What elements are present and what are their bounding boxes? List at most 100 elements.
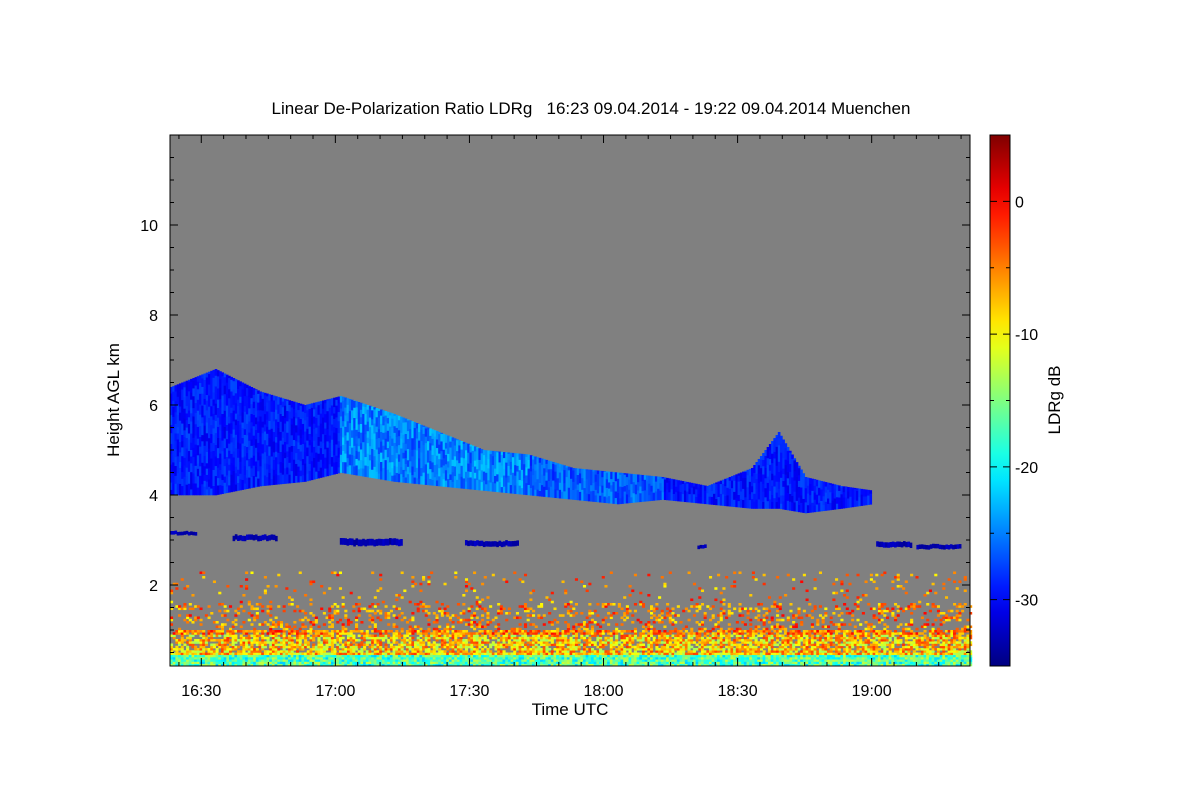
aerosol-cell <box>446 614 450 617</box>
aerosol-cell <box>357 607 361 611</box>
aerosol-cell <box>218 634 222 638</box>
cirrus-cell <box>283 423 287 431</box>
aerosol-cell <box>312 652 316 656</box>
cirrus-cell <box>344 421 347 427</box>
aerosol-cell <box>325 659 329 662</box>
cirrus-cell <box>359 402 363 410</box>
cirrus-cell <box>237 420 240 433</box>
cirrus-cell <box>172 400 175 407</box>
cirrus-cell <box>545 459 549 464</box>
aerosol-cell <box>188 659 192 662</box>
aerosol-cell <box>196 654 200 658</box>
aerosol-cell <box>296 645 300 649</box>
aerosol-cell <box>314 630 318 633</box>
aerosol-cell <box>328 654 332 658</box>
cirrus-cell <box>838 497 841 510</box>
cirrus-cell <box>308 403 312 409</box>
aerosol-cell <box>389 639 393 642</box>
aerosol-cell <box>175 587 179 590</box>
aerosol-cell <box>336 632 340 635</box>
cirrus-cell <box>458 462 461 474</box>
cirrus-cell <box>795 476 799 485</box>
cirrus-cell <box>797 497 801 505</box>
aerosol-cell <box>239 661 243 665</box>
cirrus-cell <box>317 453 321 462</box>
aerosol-cell <box>338 636 343 640</box>
aerosol-cell <box>462 618 466 622</box>
cirrus-cell <box>860 494 864 506</box>
aerosol-cell <box>486 596 490 599</box>
cirrus-cell <box>442 449 446 459</box>
cirrus-cell <box>683 481 687 483</box>
cirrus-cell <box>172 428 175 437</box>
aerosol-cell <box>320 654 324 658</box>
cirrus-cell <box>556 467 560 479</box>
cirrus-cell <box>469 471 473 478</box>
cirrus-cell <box>784 498 788 510</box>
cirrus-cell <box>375 460 379 472</box>
aerosol-cell <box>330 659 334 662</box>
cirrus-cell <box>270 428 274 440</box>
aerosol-cell <box>532 661 536 665</box>
aerosol-cell <box>239 639 243 642</box>
aerosol-cell <box>304 639 308 642</box>
cirrus-cell <box>786 460 790 473</box>
aerosol-cell <box>548 630 552 633</box>
aerosol-cell <box>245 661 249 665</box>
aerosol-cell <box>296 630 300 633</box>
aerosol-cell <box>338 650 343 653</box>
aerosol-cell <box>585 663 589 667</box>
cirrus-cell <box>221 440 225 452</box>
aerosol-cell <box>505 661 509 665</box>
aerosol-cell <box>218 643 222 647</box>
aerosol-cell <box>226 630 230 633</box>
aerosol-cell <box>526 652 530 656</box>
aerosol-cell <box>553 636 557 640</box>
aerosol-cell <box>593 663 597 667</box>
cirrus-cell <box>509 452 513 462</box>
aerosol-cell <box>432 621 436 624</box>
aerosol-cell <box>521 580 525 584</box>
aerosol-cell <box>556 648 560 651</box>
aerosol-cell <box>306 652 310 656</box>
aerosol-cell <box>585 643 589 647</box>
cirrus-cell <box>330 450 334 458</box>
aerosol-cell <box>255 663 259 667</box>
aerosol-cell <box>478 600 482 604</box>
aerosol-cell <box>344 641 348 644</box>
aerosol-cell <box>470 616 474 620</box>
cirrus-cell <box>216 457 220 468</box>
cirrus-cell <box>326 447 330 458</box>
aerosol-cell <box>349 659 353 662</box>
aerosol-cell <box>312 657 316 660</box>
aerosol-cell <box>304 645 308 649</box>
aerosol-cell <box>456 645 461 649</box>
cirrus-cell <box>469 446 473 453</box>
aerosol-cell <box>250 657 254 660</box>
aerosol-cell <box>269 654 273 658</box>
cirrus-cell <box>308 470 312 481</box>
cirrus-cell <box>288 411 292 420</box>
aerosol-cell <box>349 650 353 653</box>
cirrus-cell <box>476 479 479 491</box>
cirrus-cell <box>283 398 287 406</box>
aerosol-cell <box>545 650 549 653</box>
aerosol-cell <box>387 639 391 642</box>
aerosol-cell <box>548 648 552 651</box>
cirrus-cell <box>221 372 225 377</box>
aerosol-cell <box>470 650 474 653</box>
cirrus-cell <box>176 439 180 446</box>
aerosol-cell <box>322 632 326 635</box>
cirrus-cell <box>234 419 238 426</box>
mid-cloud-cell <box>268 535 271 541</box>
cirrus-cell <box>386 469 390 481</box>
cirrus-cell <box>681 483 685 495</box>
aerosol-cell <box>298 648 302 651</box>
aerosol-cell <box>381 659 385 662</box>
aerosol-cell <box>489 605 493 608</box>
cirrus-cell <box>607 471 611 483</box>
aerosol-cell <box>478 650 482 653</box>
aerosol-cell <box>395 657 399 660</box>
cirrus-cell <box>406 438 410 450</box>
aerosol-cell <box>336 663 340 667</box>
